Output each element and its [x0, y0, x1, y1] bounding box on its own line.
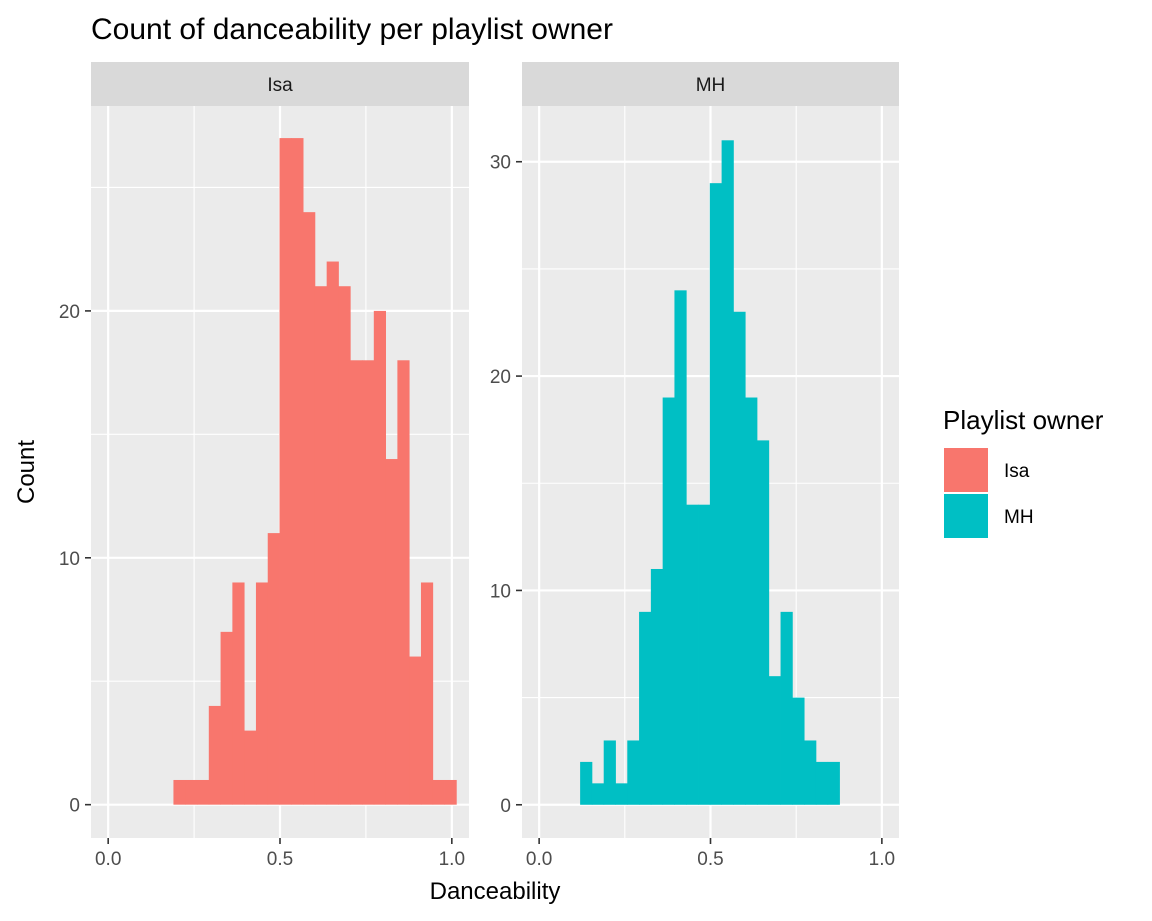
histogram-bar-isa	[220, 631, 233, 805]
histogram-bar-mh	[745, 397, 758, 805]
histogram-bar-isa	[420, 582, 434, 805]
histogram-bar-mh	[804, 740, 817, 805]
histogram-bar-isa	[432, 779, 445, 805]
histogram-bar-mh	[721, 140, 734, 805]
x-tick-label-isa: 1.0	[439, 849, 465, 870]
y-tick-label-isa: 0	[69, 796, 80, 817]
histogram-bar-mh	[815, 761, 829, 805]
histogram-bar-mh	[733, 311, 746, 805]
y-tick-label-mh: 10	[490, 581, 511, 602]
histogram-bar-isa	[326, 261, 339, 805]
histogram-bar-mh	[580, 761, 593, 805]
y-tick-label-mh: 20	[490, 367, 511, 388]
histogram-bar-isa	[385, 459, 398, 805]
chart-title: Count of danceability per playlist owner	[91, 13, 613, 46]
histogram-bar-mh	[709, 183, 723, 805]
strip-label-isa: Isa	[267, 75, 293, 96]
x-tick-label-isa: 0.0	[95, 849, 121, 870]
x-axis-title: Danceability	[430, 878, 561, 905]
histogram-bar-isa	[279, 138, 292, 805]
y-axis-title: Count	[13, 440, 40, 504]
histogram-bar-mh	[827, 761, 840, 805]
histogram-bar-isa	[291, 138, 304, 805]
x-tick-label-mh: 1.0	[869, 849, 895, 870]
x-tick-label-isa: 0.5	[267, 849, 293, 870]
histogram-bar-isa	[185, 779, 198, 805]
strip-label-mh: MH	[696, 75, 726, 96]
histogram-bar-mh	[686, 504, 699, 805]
histogram-bar-isa	[444, 779, 457, 805]
histogram-bar-mh	[627, 740, 640, 805]
legend: Playlist owner Isa MH	[942, 405, 1104, 540]
histogram-bar-isa	[409, 656, 422, 805]
y-tick-label-isa: 10	[59, 549, 80, 570]
legend-swatch-mh	[942, 492, 990, 540]
histogram-bar-isa	[255, 582, 269, 805]
legend-swatch-isa	[942, 446, 990, 494]
histogram-bar-mh	[698, 504, 711, 805]
histogram-bar-mh	[780, 611, 793, 805]
axes-isa: 0.0 0.5 1.0 0 10 20	[59, 302, 465, 870]
legend-title: Playlist owner	[943, 405, 1104, 435]
histogram-bar-isa	[314, 286, 328, 805]
panel-mh: MH 0.0 0.5 1.0 0 10 20 30	[490, 62, 899, 870]
histogram-bar-isa	[338, 286, 351, 805]
histogram-bar-isa	[397, 360, 410, 805]
x-tick-label-mh: 0.5	[697, 849, 723, 870]
panel-isa: Isa 0.0 0.5 1.0 0 10 20	[59, 62, 469, 870]
histogram-bar-isa	[350, 360, 363, 805]
y-tick-label-mh: 0	[500, 796, 511, 817]
histogram-bar-mh	[615, 783, 628, 805]
histogram-bar-mh	[792, 697, 805, 805]
histogram-bar-isa	[244, 730, 257, 805]
histogram-bar-isa	[373, 310, 386, 805]
axes-mh: 0.0 0.5 1.0 0 10 20 30	[490, 153, 895, 870]
histogram-bar-mh	[768, 676, 781, 805]
histogram-bar-mh	[591, 783, 605, 805]
histogram-bar-isa	[267, 533, 280, 805]
histogram-bars-mh	[580, 140, 840, 805]
histogram-bar-isa	[197, 779, 210, 805]
histogram-bar-isa	[232, 582, 245, 805]
histogram-bar-isa	[173, 779, 186, 805]
y-tick-label-mh: 30	[490, 153, 511, 174]
strip-isa	[91, 62, 469, 106]
histogram-bar-mh	[756, 440, 770, 805]
legend-label-isa: Isa	[1004, 461, 1030, 482]
histogram-bar-isa	[362, 360, 375, 805]
y-tick-label-isa: 20	[59, 302, 80, 323]
histogram-bar-mh	[662, 397, 675, 805]
strip-mh	[522, 62, 899, 106]
x-tick-label-mh: 0.0	[526, 849, 552, 870]
histogram-bar-mh	[650, 568, 664, 805]
histogram-bar-isa	[303, 212, 316, 805]
histogram-bar-isa	[208, 705, 221, 805]
histogram-bar-mh	[639, 611, 652, 805]
histogram-bar-mh	[603, 740, 616, 805]
histogram-bar-mh	[674, 290, 687, 805]
legend-label-mh: MH	[1004, 507, 1034, 528]
histogram-bars-isa	[173, 138, 457, 805]
